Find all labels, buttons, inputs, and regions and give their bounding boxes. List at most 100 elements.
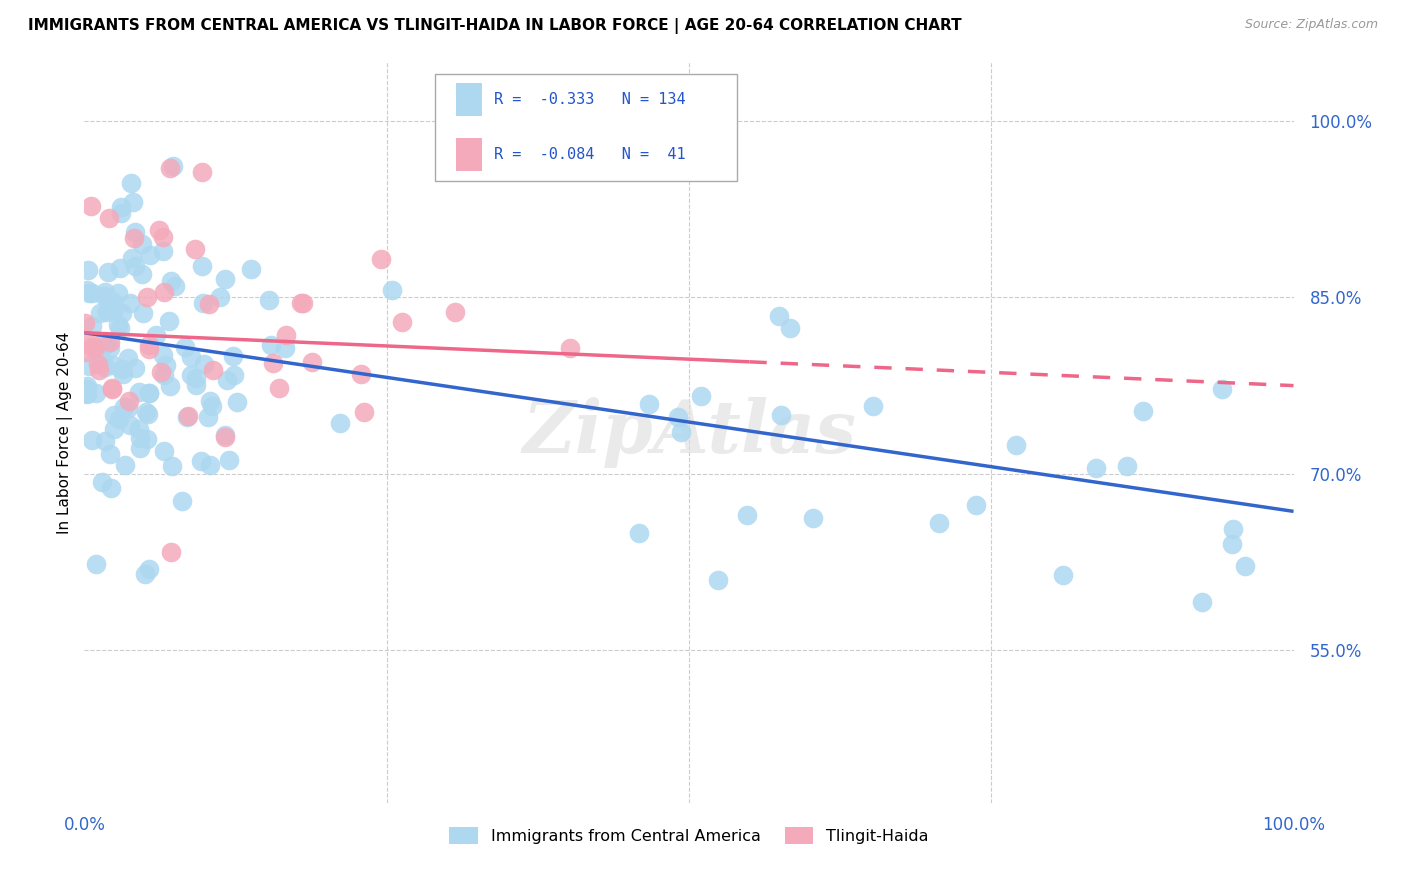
Point — [138, 338, 160, 352]
Point — [1222, 522, 1244, 536]
Point — [108, 412, 131, 426]
Point — [152, 444, 174, 458]
Point — [76, 263, 98, 277]
Point — [97, 211, 120, 226]
Text: Source: ZipAtlas.com: Source: ZipAtlas.com — [1244, 18, 1378, 31]
Point — [690, 389, 713, 403]
Point — [1052, 567, 1074, 582]
Point — [159, 379, 181, 393]
Point — [110, 205, 132, 219]
Point — [135, 290, 157, 304]
Point — [1211, 382, 1233, 396]
Point — [128, 384, 150, 399]
Point — [160, 545, 183, 559]
Point — [138, 562, 160, 576]
Point — [110, 321, 132, 335]
Point — [186, 371, 208, 385]
Point — [669, 425, 692, 439]
Point — [138, 342, 160, 356]
Point — [111, 367, 134, 381]
Point — [94, 337, 117, 351]
Point — [82, 433, 104, 447]
Point — [290, 295, 312, 310]
Point — [214, 271, 236, 285]
Point — [117, 351, 139, 365]
Point — [76, 382, 98, 396]
Point — [111, 362, 134, 376]
Point — [157, 314, 180, 328]
Point — [91, 354, 114, 368]
Text: R =  -0.084   N =  41: R = -0.084 N = 41 — [495, 147, 686, 162]
Point — [627, 526, 650, 541]
Point — [1233, 558, 1256, 573]
Point — [136, 407, 159, 421]
Point — [80, 318, 103, 333]
Y-axis label: In Labor Force | Age 20-64: In Labor Force | Age 20-64 — [58, 332, 73, 533]
Point — [114, 458, 136, 472]
Point — [152, 244, 174, 258]
Text: IMMIGRANTS FROM CENTRAL AMERICA VS TLINGIT-HAIDA IN LABOR FORCE | AGE 20-64 CORR: IMMIGRANTS FROM CENTRAL AMERICA VS TLING… — [28, 18, 962, 34]
Point — [222, 349, 245, 363]
Point — [73, 316, 96, 330]
Point — [118, 296, 141, 310]
Point — [201, 399, 224, 413]
Point — [353, 405, 375, 419]
Point — [134, 566, 156, 581]
Point — [93, 289, 115, 303]
Text: R =  -0.333   N = 134: R = -0.333 N = 134 — [495, 92, 686, 107]
Point — [184, 377, 207, 392]
Bar — [456, 83, 482, 116]
Point — [769, 408, 792, 422]
FancyBboxPatch shape — [434, 73, 737, 181]
Point — [301, 355, 323, 369]
Point — [84, 386, 107, 401]
Point — [138, 385, 160, 400]
Point — [707, 573, 730, 587]
Point — [100, 481, 122, 495]
Point — [111, 305, 134, 319]
Point — [291, 295, 314, 310]
Point — [107, 318, 129, 332]
Point — [155, 359, 177, 373]
Point — [267, 381, 290, 395]
Point — [150, 365, 173, 379]
Point — [184, 243, 207, 257]
Point — [76, 379, 98, 393]
Point — [162, 159, 184, 173]
Point — [193, 357, 215, 371]
Point — [1191, 594, 1213, 608]
Point — [120, 418, 142, 433]
Point — [98, 334, 121, 349]
Point — [779, 321, 801, 335]
Bar — [456, 138, 482, 171]
Legend: Immigrants from Central America, Tlingit-Haida: Immigrants from Central America, Tlingit… — [443, 821, 935, 850]
Point — [75, 385, 97, 400]
Point — [112, 400, 135, 414]
Point — [862, 399, 884, 413]
Point — [101, 381, 124, 395]
Point — [197, 410, 219, 425]
Point — [257, 293, 280, 308]
Point — [77, 286, 100, 301]
Point — [138, 248, 160, 262]
Point — [1132, 404, 1154, 418]
Point — [177, 409, 200, 424]
Point — [202, 363, 225, 377]
Point — [117, 401, 139, 415]
Point — [101, 295, 124, 310]
Point — [1116, 458, 1139, 473]
Point — [198, 297, 221, 311]
Point — [180, 368, 202, 382]
Point — [1220, 537, 1243, 551]
Point — [101, 382, 124, 396]
Point — [79, 334, 101, 349]
Point — [122, 195, 145, 210]
Point — [226, 395, 249, 409]
Point — [94, 359, 117, 374]
Point — [96, 304, 118, 318]
Point — [190, 454, 212, 468]
Point — [443, 305, 465, 319]
Point — [135, 405, 157, 419]
Point — [122, 231, 145, 245]
Point — [965, 498, 987, 512]
